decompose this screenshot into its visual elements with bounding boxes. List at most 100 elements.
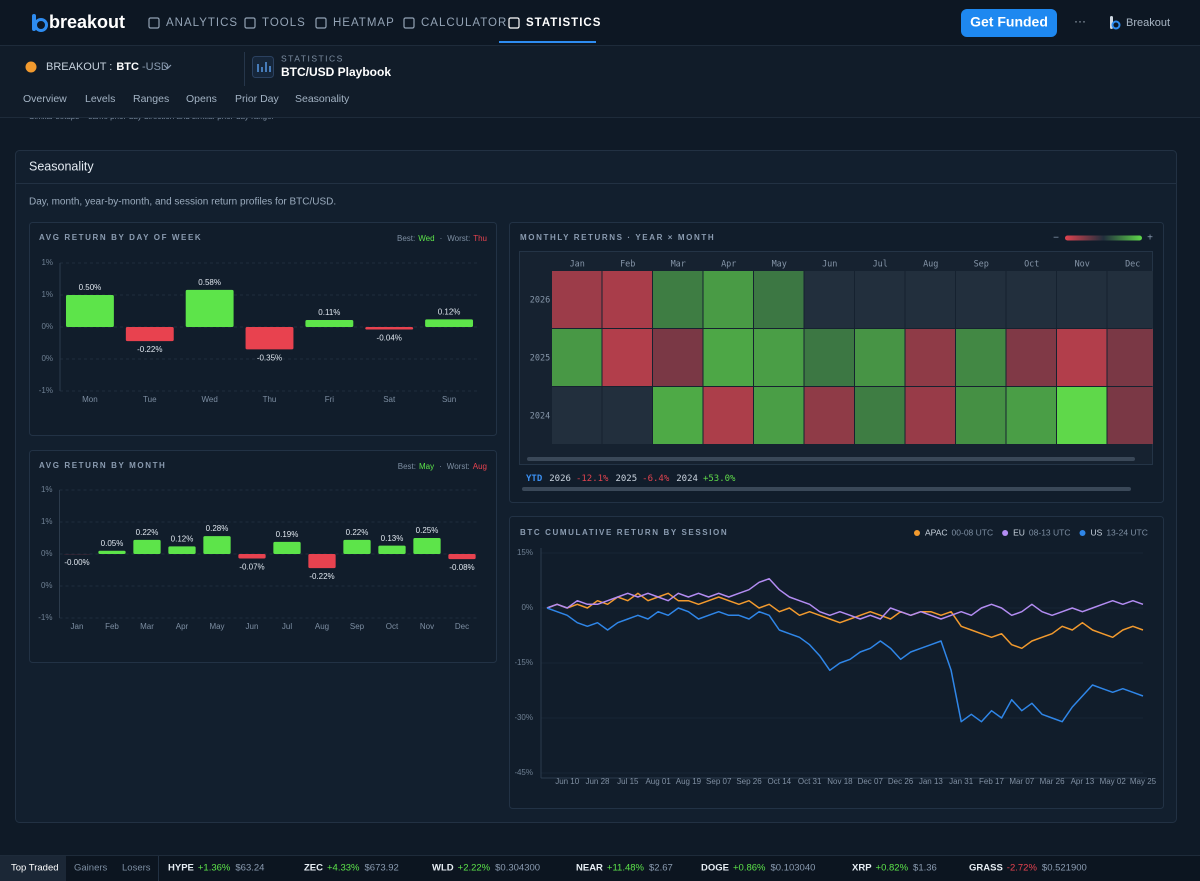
y-tick-label: -15% [514, 658, 533, 667]
chart-title: AVG RETURN BY DAY OF WEEK [39, 233, 202, 242]
ticker-symbol[interactable]: WLD [432, 863, 454, 874]
x-tick-label: Nov 18 [827, 777, 853, 786]
ytd-year: 2026 [549, 474, 571, 484]
x-tick-label: Jun 28 [585, 777, 610, 786]
empty-cell [855, 271, 905, 328]
nav-item[interactable]: STATISTICS [526, 17, 601, 29]
x-tick-label: Dec 07 [858, 777, 884, 786]
value-label: 0.12% [438, 307, 461, 316]
heat-cell [855, 387, 905, 444]
account[interactable]: Breakout [1126, 17, 1170, 29]
tab[interactable]: Levels [85, 93, 115, 105]
best-worst: Best: May · Worst: Aug [398, 462, 487, 471]
y-tick-label: 0% [41, 354, 53, 363]
best-worst-part: Worst: [447, 462, 470, 471]
x-tick-label: Sep 26 [736, 777, 762, 786]
x-tick-label: Jan 31 [949, 777, 974, 786]
x-tick-label: Jul 15 [617, 777, 639, 786]
ticker-tab[interactable]: Losers [122, 863, 151, 874]
legend-window: 08-13 UTC [1029, 527, 1071, 537]
ticker-symbol[interactable]: ZEC [304, 863, 323, 874]
month-header: Aug [923, 260, 938, 270]
ticker-change: +0.82% [876, 863, 909, 874]
note: Similar setups = same prior-day directio… [29, 112, 274, 121]
best-worst-part: Best: [397, 234, 415, 243]
value-label: -0.04% [377, 334, 402, 343]
cta-button[interactable] [961, 9, 1057, 37]
series-line [546, 592, 1144, 650]
ticker-price: $1.36 [913, 863, 937, 874]
series-line [546, 577, 1144, 620]
empty-cell [905, 271, 955, 328]
x-tick-label: Feb [105, 622, 119, 631]
ticker-symbol[interactable]: HYPE [168, 863, 194, 874]
chart-title: AVG RETURN BY MONTH [39, 461, 166, 470]
ticker-tab[interactable]: Gainers [74, 863, 108, 874]
cta-label[interactable]: Get Funded [970, 14, 1048, 30]
logo[interactable]: breakout [32, 12, 125, 32]
y-tick-label: 0% [41, 581, 53, 590]
month-header: Mar [671, 260, 686, 270]
x-tick-label: May 25 [1130, 777, 1157, 786]
quote: -USD [142, 61, 169, 73]
ytd-year: 2025 [615, 474, 637, 484]
tab[interactable]: Opens [186, 93, 217, 105]
y-tick-label: -1% [39, 386, 53, 395]
value-label: -0.22% [309, 572, 334, 581]
nav-icon [148, 17, 160, 29]
y-tick-label: 1% [41, 290, 53, 299]
ticker-symbol[interactable]: GRASS [969, 863, 1003, 874]
tab[interactable]: Ranges [133, 93, 169, 105]
value-label: 0.13% [381, 534, 404, 543]
ticker-symbol[interactable]: XRP [852, 863, 872, 874]
legend-name: US [1091, 527, 1103, 537]
nav-icon [315, 17, 327, 29]
tab[interactable]: Seasonality [295, 93, 350, 105]
tab[interactable]: Prior Day [235, 93, 280, 105]
heat-cell [905, 387, 955, 444]
x-tick-label: Apr 13 [1071, 777, 1095, 786]
nav-active-underline [499, 41, 596, 43]
heat-cell [552, 329, 602, 386]
x-tick-label: Jun [246, 622, 259, 631]
x-tick-label: Sun [442, 395, 456, 404]
chart-title: MONTHLY RETURNS · YEAR × MONTH [520, 233, 715, 242]
month-header: Dec [1125, 260, 1140, 270]
tab[interactable]: Overview [23, 93, 67, 105]
ticker-symbol[interactable]: NEAR [576, 863, 603, 874]
more-menu[interactable]: ··· [1074, 14, 1086, 28]
base: BTC [116, 61, 139, 73]
best-worst-part: Wed [418, 234, 434, 243]
nav-item[interactable]: ANALYTICS [166, 17, 238, 29]
nav-item[interactable]: CALCULATOR [421, 17, 507, 29]
value-label: 0.58% [198, 278, 221, 287]
account-icon [1111, 20, 1121, 30]
legend-low: − [1053, 233, 1059, 244]
logo-mark [34, 18, 48, 32]
best-worst-part: Aug [473, 462, 487, 471]
x-tick-label: Feb 17 [979, 777, 1004, 786]
x-tick-label: Oct 31 [798, 777, 822, 786]
value-label: -0.35% [257, 354, 282, 363]
playbook-icon [252, 56, 274, 78]
heat-cell [653, 271, 703, 328]
bar [168, 546, 196, 554]
y-tick-label: 0% [41, 549, 53, 558]
x-tick-label: Mar 26 [1040, 777, 1065, 786]
best-worst-part: Best: [398, 462, 416, 471]
value-label: -0.08% [449, 563, 474, 572]
section-title: Seasonality [29, 159, 94, 173]
nav-item[interactable]: TOOLS [262, 17, 306, 29]
symbol[interactable]: BREAKOUT: BTC -USD [46, 61, 169, 73]
heat-cell [1057, 329, 1107, 386]
bar [203, 536, 231, 554]
chevron[interactable] [163, 64, 172, 70]
x-tick-label: Mon [82, 395, 98, 404]
ticker-tab[interactable]: Top Traded [11, 863, 59, 874]
x-tick-label: May 02 [1100, 777, 1127, 786]
nav-item[interactable]: HEATMAP [333, 17, 395, 29]
ticker-change: +4.33% [327, 863, 360, 874]
legend-dot [1079, 530, 1086, 536]
ticker-symbol[interactable]: DOGE [701, 863, 729, 874]
